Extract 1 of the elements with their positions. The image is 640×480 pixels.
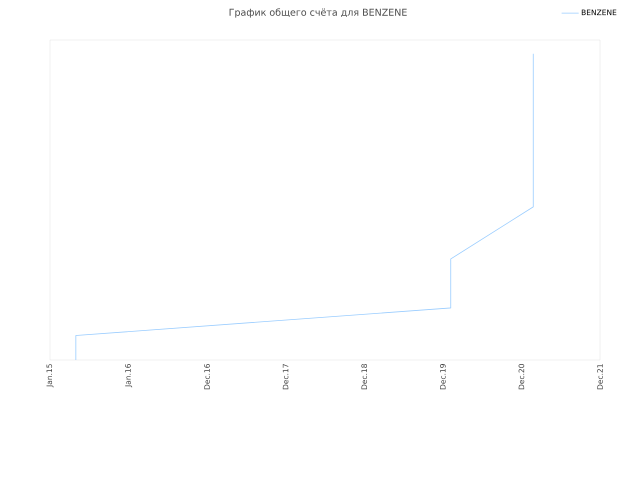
chart-title: График общего счёта для BENZENE bbox=[230, 8, 407, 18]
